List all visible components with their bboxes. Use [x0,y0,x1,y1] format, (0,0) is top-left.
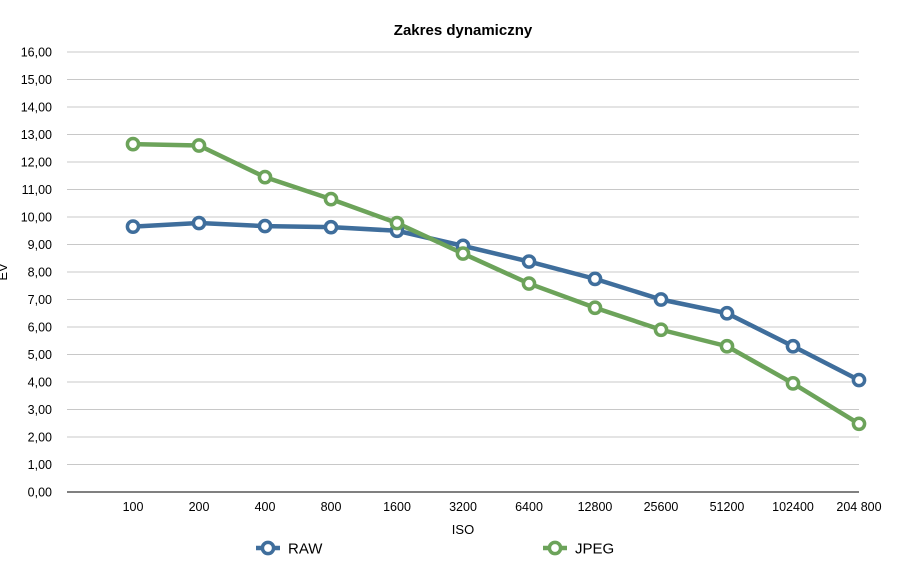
series-line-raw [130,220,862,383]
data-point-jpeg [125,136,141,152]
data-point-raw [719,305,735,321]
chart-title: Zakres dynamiczny [394,22,533,39]
y-tick-label: 7,00 [28,293,52,307]
x-axis-label: ISO [452,522,474,537]
y-tick-label: 12,00 [21,156,52,170]
data-point-jpeg [653,322,669,338]
legend-label: JPEG [575,541,614,558]
data-point-raw [323,219,339,235]
data-point-jpeg [455,246,471,261]
data-point-jpeg [191,138,207,153]
x-tick-label: 51200 [710,500,745,514]
x-tick-label: 400 [255,500,276,514]
x-axis-ticks: 100 200 400 800 1600 3200 6400 12800 25600 51200 1… [123,500,882,514]
x-tick-label: 3200 [449,500,477,514]
y-tick-label: 8,00 [28,266,52,280]
data-point-jpeg [785,376,801,391]
data-point-raw [851,372,867,388]
legend-marker [260,540,276,556]
y-tick-label: 6,00 [28,321,52,335]
data-point-raw [653,292,669,307]
y-axis-label: EV [0,263,10,281]
data-point-jpeg [851,416,867,432]
data-point-raw [125,219,141,234]
y-tick-label: 11,00 [22,183,52,197]
y-tick-label: 2,00 [28,431,52,445]
y-tick-label: 0,00 [28,486,52,500]
x-tick-label: 204 800 [836,500,881,514]
data-point-raw [191,215,207,231]
legend-label: RAW [288,541,323,558]
y-tick-label: 15,00 [21,73,52,87]
legend-item-jpeg: JPEG [543,541,614,558]
data-point-jpeg [719,338,735,354]
data-point-jpeg [587,300,603,316]
data-point-raw [587,271,603,287]
y-tick-label: 5,00 [28,348,52,362]
data-point-raw [521,254,537,269]
y-axis-ticks: 0,00 1,00 2,00 3,00 4,00 5,00 6,00 7,00 8,00 9,00… [21,46,52,500]
data-point-jpeg [389,215,405,231]
x-tick-label: 6400 [515,500,543,514]
y-tick-label: 1,00 [28,458,52,472]
y-tick-label: 14,00 [21,101,52,115]
gridlines [67,51,859,465]
series-points [125,136,867,432]
y-tick-label: 16,00 [21,46,52,60]
x-tick-label: 100 [123,500,144,514]
data-point-jpeg [521,276,537,291]
data-point-raw [785,338,801,354]
data-point-jpeg [323,191,339,207]
series-lines [130,141,862,427]
legend-item-raw: RAW [256,541,323,558]
y-tick-label: 13,00 [21,128,52,142]
x-tick-label: 1600 [383,500,411,514]
legend: RAW JPEG [256,541,614,558]
x-tick-label: 12800 [578,500,613,514]
data-point-raw [257,218,273,234]
y-tick-label: 4,00 [28,376,52,390]
series-line-jpeg [130,141,862,427]
x-tick-label: 200 [189,500,210,514]
y-tick-label: 10,00 [21,211,52,225]
x-tick-label: 25600 [644,500,679,514]
x-tick-label: 800 [321,500,342,514]
legend-marker [547,540,563,556]
y-tick-label: 3,00 [28,403,52,417]
x-tick-label: 102400 [772,500,814,514]
data-point-jpeg [257,169,273,185]
y-tick-label: 9,00 [28,238,52,252]
